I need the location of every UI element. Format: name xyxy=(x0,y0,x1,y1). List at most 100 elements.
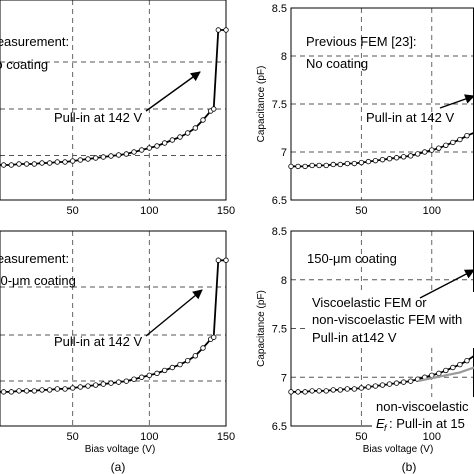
data-point xyxy=(146,145,153,151)
data-point xyxy=(379,156,386,163)
x-tick-label: 100 xyxy=(140,205,158,217)
annotation-label: : Pull-in at 15 xyxy=(389,416,465,431)
data-point xyxy=(154,143,160,149)
annotation-label: non-viscoelastic FEM with xyxy=(312,312,462,327)
x-tick-label: 50 xyxy=(67,205,79,217)
data-point xyxy=(69,385,76,391)
data-point xyxy=(23,388,30,394)
data-point xyxy=(457,361,463,368)
data-point xyxy=(379,382,386,388)
data-point xyxy=(323,388,329,394)
data-point xyxy=(457,136,463,143)
data-point xyxy=(372,157,379,164)
data-point xyxy=(146,372,153,378)
data-point xyxy=(169,137,176,143)
data-point xyxy=(386,381,393,387)
data-point xyxy=(54,386,61,392)
data-point xyxy=(450,364,456,371)
data-point xyxy=(211,106,217,112)
y-tick-label: 8.5 xyxy=(272,3,287,15)
y-tick-label: 8 xyxy=(281,275,287,287)
data-point xyxy=(365,384,372,390)
data-point xyxy=(138,374,145,380)
data-point xyxy=(8,389,15,395)
data-point xyxy=(309,162,315,169)
x-tick-label: 100 xyxy=(140,431,158,443)
data-point xyxy=(223,257,229,263)
annotation-arrow xyxy=(145,71,201,112)
annotation-text: Measurement: xyxy=(0,34,69,49)
annotation-text: No coating xyxy=(0,57,48,72)
panel-label-b: (b) xyxy=(402,460,417,474)
data-point xyxy=(177,134,183,140)
data-point xyxy=(46,160,53,166)
annotation-box xyxy=(372,397,474,432)
series-line xyxy=(0,29,226,166)
data-point xyxy=(0,389,7,395)
data-point xyxy=(77,384,84,390)
data-point xyxy=(192,125,199,131)
data-point xyxy=(123,151,130,157)
data-point xyxy=(138,147,145,153)
data-point xyxy=(323,162,329,169)
data-point xyxy=(131,376,137,382)
data-point xyxy=(161,140,168,146)
data-point xyxy=(100,381,107,387)
data-point xyxy=(365,158,372,165)
annotation-text: No coating xyxy=(306,56,368,71)
data-point xyxy=(62,386,68,392)
data-point xyxy=(422,149,428,155)
annotation-label: non-viscoelastic xyxy=(376,399,469,414)
data-point xyxy=(23,161,30,167)
x-tick-label: 50 xyxy=(355,205,367,217)
data-point xyxy=(161,367,168,374)
annotation-text: 150-μm coating xyxy=(0,273,76,288)
data-point xyxy=(211,334,217,340)
data-point xyxy=(464,132,470,139)
data-point xyxy=(372,383,379,389)
data-point xyxy=(316,388,322,394)
data-point xyxy=(302,389,308,395)
y-tick-label: 6.5 xyxy=(272,195,287,207)
data-point xyxy=(123,378,130,384)
data-point xyxy=(344,160,351,167)
data-point xyxy=(351,386,358,392)
data-point xyxy=(100,154,107,160)
panel-label-a: (a) xyxy=(111,460,126,474)
data-point xyxy=(295,389,301,395)
data-point xyxy=(288,163,294,170)
data-point xyxy=(464,357,470,364)
y-tick-label: 8 xyxy=(281,51,287,63)
annotation-arrow xyxy=(439,94,474,109)
data-point xyxy=(386,156,393,162)
annotation-arrow xyxy=(419,269,474,299)
plot-frame xyxy=(0,230,227,427)
annotation-label: Pull-in at142 V xyxy=(312,330,397,345)
data-point xyxy=(330,387,336,393)
data-point xyxy=(393,380,400,386)
annotation-box xyxy=(308,292,474,348)
data-point xyxy=(358,385,365,391)
data-point xyxy=(39,387,45,393)
data-point xyxy=(309,388,315,394)
x-tick-label: 50 xyxy=(355,431,367,443)
data-point xyxy=(92,382,99,388)
data-point xyxy=(443,142,449,148)
data-point xyxy=(351,160,358,167)
annotation-text: Measurement: xyxy=(0,251,69,266)
annotation-arrow xyxy=(145,289,203,337)
data-point xyxy=(16,161,22,167)
x-tick-label: 100 xyxy=(423,431,441,443)
data-point xyxy=(54,159,61,165)
y-axis-label: Capacitance (pF) xyxy=(256,66,267,143)
data-point xyxy=(436,370,442,377)
data-point xyxy=(215,27,222,33)
y-tick-label: 7 xyxy=(281,147,287,159)
data-point xyxy=(436,145,442,151)
data-point xyxy=(358,159,365,166)
data-point xyxy=(330,161,336,168)
data-point xyxy=(295,163,301,170)
y-tick-label: 7.5 xyxy=(272,99,287,111)
x-axis-label: Bias voltage (V) xyxy=(85,444,156,455)
y-tick-label: 8.5 xyxy=(272,226,287,238)
